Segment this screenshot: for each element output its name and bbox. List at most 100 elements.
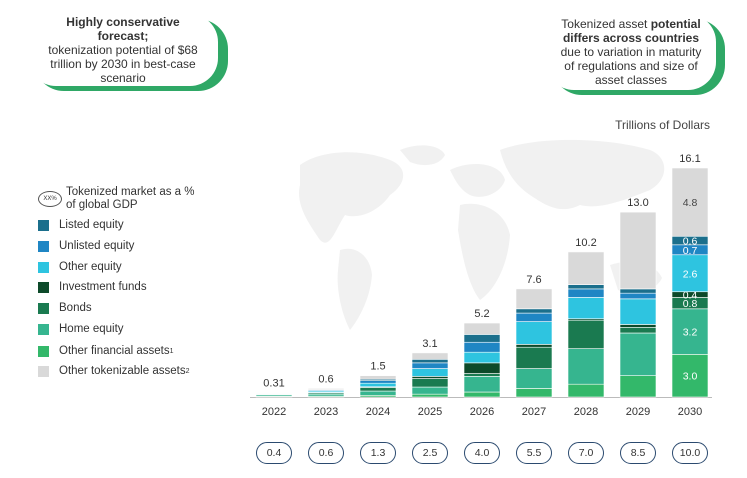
bar-segment: [359, 375, 397, 380]
bar-total-label: 7.6: [526, 274, 541, 286]
bar-total-label: 13.0: [627, 197, 648, 209]
legend-gdp-label: Tokenized market as a % of global GDP: [66, 186, 195, 211]
bar-segment: [567, 348, 605, 385]
segment-value-label: 0.6: [683, 236, 698, 248]
legend-swatch: [38, 345, 49, 357]
segment-value-label: 3.0: [683, 371, 698, 383]
world-map-background: [299, 139, 665, 330]
x-tick-label: 2027: [522, 406, 546, 418]
callout-right-text1: Tokenized asset: [561, 17, 651, 31]
bar-segment: [411, 352, 449, 360]
bar-segment: [307, 388, 345, 390]
bar-segment: [359, 390, 397, 396]
bar-segment: [619, 292, 657, 300]
bar-segment: [515, 368, 553, 389]
legend-swatch: [38, 240, 49, 252]
legend-footnote-marker: 1: [169, 347, 174, 355]
bar-total-label: 1.5: [370, 361, 385, 373]
bar-segment: [619, 298, 657, 325]
gdp-percent-pill: 1.3: [360, 442, 396, 464]
legend-item: Other tokenizable assets 2: [38, 365, 189, 377]
bar-segment: [463, 373, 501, 377]
legend-swatch: [38, 219, 49, 231]
legend-label: Investment funds: [59, 281, 147, 293]
legend-swatch: [38, 261, 49, 273]
callout-right-bold: potential differs across countries: [562, 17, 701, 45]
bar-segment: [515, 288, 553, 310]
bar-total-label: 0.6: [318, 373, 333, 385]
legend-label: Listed equity: [59, 219, 124, 231]
bar-segment: [411, 362, 449, 369]
gdp-percent-pill: 8.5: [620, 442, 656, 464]
bar-segment: [671, 354, 709, 398]
legend-label: Other financial assets: [59, 345, 170, 357]
bar-segment: [671, 167, 709, 237]
bar-segment: [515, 312, 553, 322]
bar-segment: [619, 324, 657, 328]
bar-total-label: 5.2: [474, 308, 489, 320]
segment-value-label: 0.8: [683, 298, 698, 310]
x-tick-label: 2026: [470, 406, 494, 418]
legend-item: Home equity: [38, 323, 124, 335]
bar-total-label: 16.1: [679, 153, 700, 165]
bar-segment: [619, 375, 657, 398]
legend-label: Bonds: [59, 302, 92, 314]
gdp-percent-pill: 0.4: [256, 442, 292, 464]
gdp-percent-pill: 2.5: [412, 442, 448, 464]
gdp-percent-pill: 10.0: [672, 442, 708, 464]
bar-segment: [463, 376, 501, 393]
legend-item: Bonds: [38, 302, 92, 314]
segment-value-label: 0.4: [683, 290, 698, 302]
legend-label: Unlisted equity: [59, 240, 135, 252]
legend-footnote-marker: 2: [185, 367, 190, 375]
x-tick-label: 2024: [366, 406, 390, 418]
bar-segment: [359, 387, 397, 392]
bar-segment: [359, 382, 397, 388]
bar-segment: [619, 327, 657, 334]
bar-segment: [463, 351, 501, 364]
gdp-percent-pill: 0.6: [308, 442, 344, 464]
bar-segment: [463, 362, 501, 374]
bar-segment: [463, 334, 501, 343]
x-tick-label: 2028: [574, 406, 598, 418]
bar-segment: [567, 319, 605, 349]
bar-segment: [515, 388, 553, 398]
gdp-percent-symbol: XX%: [38, 191, 62, 207]
legend-item: Investment funds: [38, 281, 147, 293]
x-tick-label: 2030: [678, 406, 702, 418]
bar-segment: [255, 392, 293, 394]
legend-label: Other tokenizable assets: [59, 365, 186, 377]
bar-segment: [411, 359, 449, 364]
bar-segment: [515, 308, 553, 314]
segment-value-label: 2.6: [683, 268, 698, 280]
bar-segment: [359, 380, 397, 384]
bar-segment: [619, 332, 657, 376]
x-tick-label: 2022: [262, 406, 286, 418]
x-tick-label: 2029: [626, 406, 650, 418]
bar-segment: [619, 211, 657, 290]
bar-segment: [463, 341, 501, 353]
bar-segment: [567, 288, 605, 298]
legend-swatch: [38, 281, 49, 293]
legend-swatch: [38, 365, 49, 377]
callout-country-variation: Tokenized asset potential differs across…: [546, 14, 716, 90]
callout-right-text2: due to variation in maturity of regulati…: [560, 45, 702, 87]
x-tick-label: 2025: [418, 406, 442, 418]
bar-total-label: 10.2: [575, 237, 596, 249]
bar-segment: [671, 308, 709, 355]
legend-item: Listed equity: [38, 219, 124, 231]
bar-segment: [411, 378, 449, 388]
gdp-percent-pill: 5.5: [516, 442, 552, 464]
legend-swatch: [38, 323, 49, 335]
legend-item: Other financial assets 1: [38, 345, 174, 357]
bar-segment: [411, 376, 449, 379]
segment-value-label: 3.2: [683, 327, 698, 339]
callout-left-bold: Highly conservative forecast;: [66, 15, 180, 43]
bar-segment: [567, 251, 605, 285]
segment-value-label: 4.8: [683, 197, 698, 209]
callout-left-text: tokenization potential of $68 trillion b…: [48, 43, 198, 85]
segment-value-label: 0.7: [683, 245, 698, 257]
bar-total-label: 0.31: [263, 378, 284, 390]
bar-segment: [567, 284, 605, 290]
